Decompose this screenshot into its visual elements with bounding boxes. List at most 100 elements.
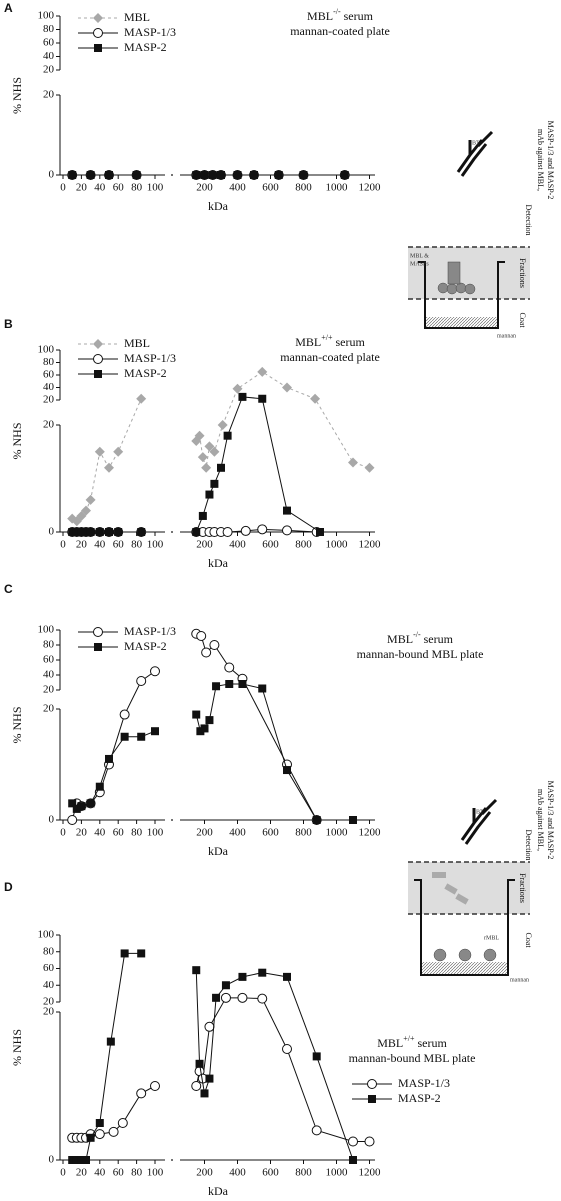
x-tick-label: 1000 (326, 182, 349, 194)
diamond-marker (348, 457, 358, 468)
circle-marker (136, 1088, 147, 1099)
circle-marker (367, 1079, 377, 1089)
panel-title: MBL-/- serum (307, 7, 374, 22)
x-tick-label: 0 (60, 1167, 66, 1179)
x-tick-label: 0 (60, 827, 66, 839)
circle-marker (93, 28, 103, 38)
fragment-icons (432, 872, 469, 905)
legend-label: MASP-1/3 (124, 624, 176, 638)
square-marker (198, 511, 207, 520)
title-part: serum (414, 1036, 447, 1050)
square-marker (192, 528, 201, 536)
square-marker (195, 1059, 204, 1068)
square-marker (225, 680, 234, 688)
circle-marker (191, 1081, 202, 1091)
square-marker (86, 171, 95, 179)
y-tick-label: 40 (43, 50, 55, 62)
square-marker (192, 710, 201, 719)
square-marker (200, 171, 209, 179)
circle-marker (150, 666, 160, 677)
panel-title: MBL+/+ serum (377, 1034, 447, 1049)
y-axis-label: % NHS (10, 77, 24, 114)
y-tick-label: 0 (49, 1154, 55, 1166)
x-tick-label: 1200 (359, 1167, 382, 1179)
legend-label: MBL (124, 10, 150, 24)
series-line (72, 952, 142, 1161)
x-tick-label: 60 (113, 182, 125, 194)
x-tick-label: 20 (76, 1167, 88, 1179)
x-tick-label: 60 (113, 827, 125, 839)
square-marker (72, 804, 81, 813)
circle-marker (150, 1081, 160, 1091)
antibody-icon (460, 798, 498, 845)
panel-title: MBL-/- serum (387, 630, 454, 645)
square-marker (151, 727, 159, 736)
antibody-label: mAb against MBL, (536, 789, 545, 851)
square-marker (114, 528, 123, 536)
y-axis-label: % NHS (10, 706, 24, 743)
x-tick-label: 40 (94, 827, 106, 839)
square-marker (68, 799, 77, 808)
x-tick-label: 800 (295, 1167, 312, 1179)
square-marker (105, 754, 113, 763)
mbl-icons (433, 948, 497, 962)
inset-label: MASPs (410, 261, 429, 267)
x-tick-label: 600 (262, 539, 279, 551)
x-tick-label: 80 (131, 1167, 143, 1179)
y-tick-label: 60 (43, 369, 55, 381)
axis-break (171, 531, 173, 533)
x-tick-label: 200 (196, 827, 213, 839)
layer-label: Fractions (518, 873, 527, 903)
circle-marker (117, 1118, 128, 1128)
square-marker (86, 1133, 95, 1142)
x-tick-label: 20 (76, 539, 88, 551)
x-axis-label: kDa (208, 556, 229, 570)
inset-label: mannan (510, 977, 529, 983)
square-marker (86, 528, 95, 536)
x-tick-label: 100 (147, 182, 164, 194)
panel-subtitle: mannan-coated plate (290, 24, 390, 38)
y-tick-label: 0 (49, 526, 55, 538)
circle-marker (282, 1044, 292, 1054)
x-axis-label: kDa (208, 1184, 229, 1198)
series-line (195, 683, 353, 821)
layer-label: Coat (518, 312, 527, 328)
circle-marker (196, 631, 207, 641)
inset-label: MBL & (410, 253, 429, 259)
well (418, 261, 505, 329)
antibody-label: MASP-1/3 and MASP-2 (546, 121, 555, 200)
y-tick-label: 0 (49, 814, 55, 826)
circle-marker (282, 525, 292, 536)
x-tick-label: 20 (76, 827, 88, 839)
square-marker (312, 816, 321, 824)
legend-label: MASP-2 (398, 1091, 441, 1105)
panel-letter: D (4, 880, 13, 894)
square-marker (86, 799, 95, 808)
diamond-marker (257, 366, 268, 377)
square-marker (94, 643, 102, 651)
series-line (195, 997, 370, 1142)
coat-layer (422, 962, 507, 974)
x-tick-label: 0 (60, 182, 66, 194)
square-marker (250, 171, 258, 179)
circle-marker (94, 1129, 105, 1140)
y-tick-label: 40 (43, 669, 55, 681)
y-tick-label: 100 (38, 624, 55, 636)
x-tick-label: 80 (131, 539, 143, 551)
y-tick-label: 100 (38, 344, 55, 356)
square-marker (200, 1089, 209, 1098)
square-marker (94, 44, 102, 52)
y-tick-label: 0 (49, 169, 55, 181)
y-tick-label: 20 (43, 89, 55, 101)
square-marker (105, 528, 113, 536)
x-tick-label: 1200 (359, 539, 382, 551)
square-marker (72, 528, 81, 536)
x-tick-label: 1200 (359, 827, 382, 839)
square-marker (132, 171, 141, 179)
layer-label: Fractions (518, 258, 527, 288)
complex-icon (437, 261, 476, 295)
x-tick-label: 400 (229, 182, 246, 194)
square-marker (68, 528, 77, 536)
series-line (195, 396, 321, 533)
diamond-marker (104, 462, 114, 473)
